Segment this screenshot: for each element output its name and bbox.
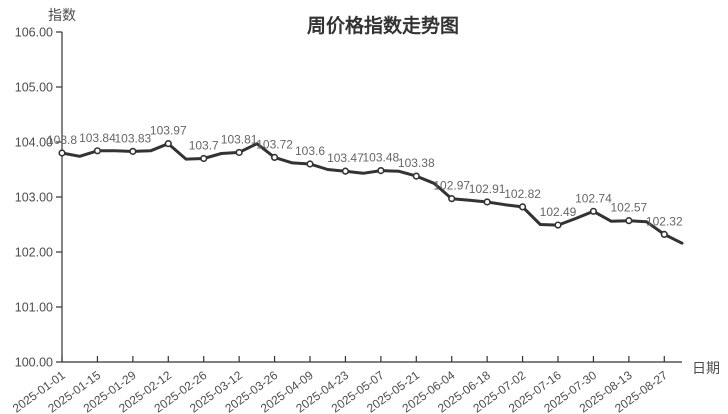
data-point-label: 103.84 — [79, 131, 116, 145]
y-tick-label: 104.00 — [15, 136, 53, 150]
data-point — [235, 148, 243, 157]
data-point-label: 103.72 — [256, 137, 293, 151]
data-point-label: 103.81 — [221, 132, 258, 146]
data-point — [589, 207, 598, 215]
data-point — [554, 221, 562, 229]
data-point — [483, 198, 491, 206]
data-point-label: 102.57 — [611, 201, 648, 215]
data-point — [200, 154, 208, 163]
data-point-label: 103.47 — [327, 151, 364, 165]
data-point — [518, 203, 527, 211]
data-point-label: 103.7 — [189, 139, 219, 153]
y-tick-label: 103.00 — [15, 191, 53, 205]
data-point-label: 103.8 — [47, 133, 77, 147]
data-point-label: 103.6 — [295, 144, 325, 158]
data-point — [625, 217, 633, 225]
y-axis-name: 指数 — [48, 7, 76, 23]
y-tick-label: 102.00 — [15, 246, 53, 260]
data-point — [164, 140, 172, 148]
data-point — [306, 160, 314, 168]
data-point-label: 102.82 — [504, 187, 541, 201]
data-point-label: 102.91 — [469, 182, 506, 196]
data-point — [58, 149, 66, 157]
data-point — [129, 147, 137, 155]
chart-title: 周价格指数走势图 — [306, 16, 460, 37]
data-point-label: 103.83 — [115, 131, 152, 145]
x-axis-ticks: 2025-01-012025-01-152025-01-292025-02-12… — [10, 356, 670, 414]
y-tick-label: 100.00 — [15, 356, 53, 370]
data-point-label: 102.32 — [646, 214, 683, 228]
y-tick-label: 101.00 — [15, 301, 53, 315]
data-point-label: 103.97 — [150, 124, 187, 138]
data-point-label: 103.38 — [398, 156, 435, 170]
data-point — [412, 172, 420, 180]
data-point-label: 103.48 — [363, 151, 400, 165]
data-point — [448, 195, 456, 203]
data-point — [93, 147, 102, 155]
y-tick-label: 106.00 — [15, 26, 53, 40]
y-axis-ticks: 106.00 105.00 104.00 103.00 102.00 101.00 100.… — [15, 26, 62, 370]
data-point — [341, 167, 350, 175]
y-tick-label: 105.00 — [15, 81, 53, 95]
data-point-label: 102.49 — [540, 205, 577, 219]
data-point — [377, 167, 385, 175]
data-point-label: 102.74 — [575, 191, 612, 205]
data-point — [270, 153, 279, 161]
data-point — [660, 230, 668, 238]
data-point-label: 102.97 — [433, 179, 470, 193]
x-axis-name: 日期 — [692, 360, 720, 376]
data-point-markers — [58, 140, 668, 238]
